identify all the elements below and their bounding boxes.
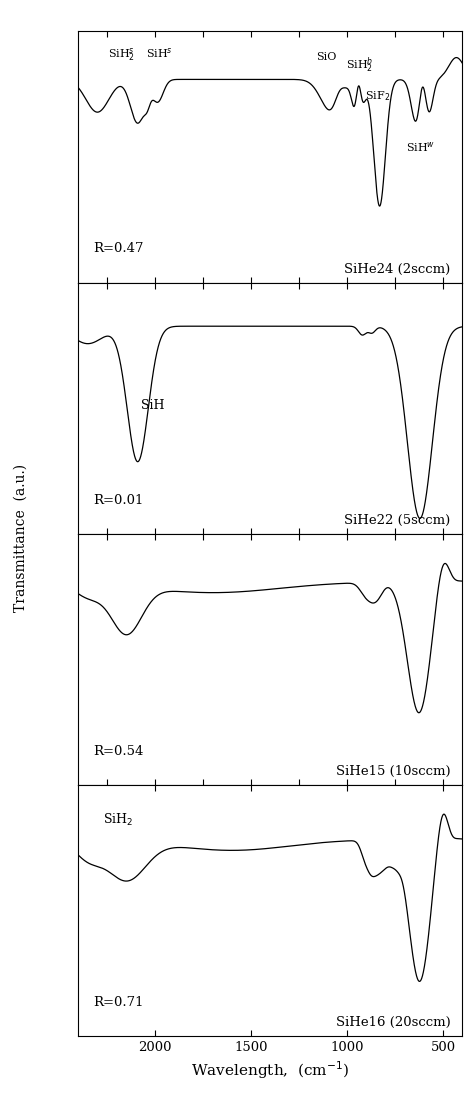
Text: R=0.71: R=0.71 <box>93 996 144 1009</box>
Text: SiO: SiO <box>316 52 336 62</box>
Text: SiH: SiH <box>141 399 165 412</box>
Text: SiF$_2$: SiF$_2$ <box>365 90 390 103</box>
Text: R=0.54: R=0.54 <box>93 745 144 758</box>
Text: SiHe15 (10sccm): SiHe15 (10sccm) <box>336 765 451 777</box>
Text: SiHe24 (2sccm): SiHe24 (2sccm) <box>345 262 451 276</box>
Text: SiH$_2^b$: SiH$_2^b$ <box>346 55 373 75</box>
Text: Transmittance  (a.u.): Transmittance (a.u.) <box>13 464 27 612</box>
Text: SiH$_2^s$: SiH$_2^s$ <box>108 46 135 64</box>
Text: R=0.01: R=0.01 <box>93 494 144 506</box>
Text: SiH$_2$: SiH$_2$ <box>103 812 133 829</box>
Text: SiHe16 (20sccm): SiHe16 (20sccm) <box>336 1016 451 1029</box>
X-axis label: Wavelength,  (cm$^{-1}$): Wavelength, (cm$^{-1}$) <box>191 1060 349 1081</box>
Text: SiHe22 (5sccm): SiHe22 (5sccm) <box>345 514 451 526</box>
Text: SiH$^s$: SiH$^s$ <box>146 46 173 60</box>
Text: SiH$^w$: SiH$^w$ <box>406 140 435 155</box>
Text: R=0.47: R=0.47 <box>93 242 144 255</box>
